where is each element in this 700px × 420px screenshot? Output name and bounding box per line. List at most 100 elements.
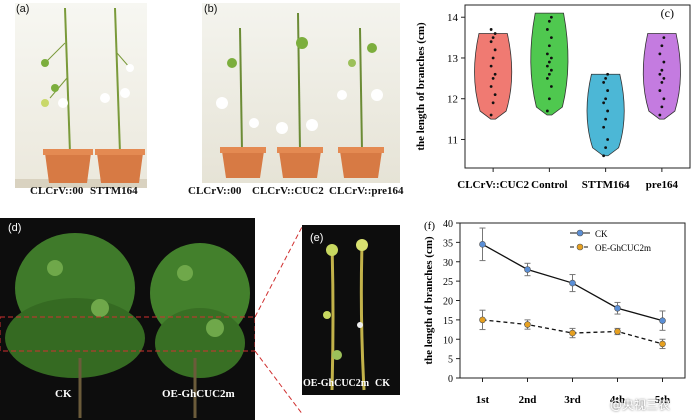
photo-panel-b bbox=[202, 3, 400, 183]
branch-illustration bbox=[323, 239, 368, 391]
panel-d-caption-ck: CK bbox=[55, 388, 72, 400]
panel-c-label: (c) bbox=[661, 6, 674, 20]
data-point bbox=[493, 32, 497, 35]
data-point bbox=[606, 109, 610, 113]
data-point bbox=[547, 44, 551, 48]
cotton-plant-illustration bbox=[0, 233, 255, 418]
data-point bbox=[524, 321, 531, 328]
x-tick-label: 3rd bbox=[564, 394, 581, 406]
y-tick-label: 12 bbox=[447, 94, 458, 106]
panel-d-caption-oe: OE-GhCUC2m bbox=[162, 388, 235, 400]
x-tick-label: pre164 bbox=[646, 179, 679, 191]
plot-frame bbox=[459, 222, 686, 379]
data-point bbox=[606, 72, 610, 76]
x-tick-label: 5th bbox=[655, 394, 670, 406]
data-point bbox=[602, 125, 606, 129]
data-point bbox=[547, 19, 551, 23]
data-point bbox=[547, 97, 551, 101]
chart-c-violin: the length of branches (cm) 11 12 13 14 CLCrV… bbox=[415, 4, 691, 191]
photo-panel-e bbox=[302, 225, 400, 395]
panel-d-label: (d) bbox=[8, 222, 22, 234]
data-point bbox=[606, 138, 610, 141]
y-tick-label: 15 bbox=[443, 316, 453, 327]
data-point bbox=[545, 52, 549, 56]
data-point bbox=[660, 105, 664, 109]
data-point bbox=[489, 64, 493, 68]
data-point bbox=[489, 40, 493, 44]
data-point bbox=[493, 72, 497, 76]
y-tick-label: 0 bbox=[448, 374, 453, 385]
x-tick-label: STTM164 bbox=[582, 179, 630, 191]
data-point bbox=[659, 340, 666, 348]
panel-e-caption-ck: CK bbox=[375, 378, 390, 389]
violin-pre164 bbox=[642, 33, 681, 120]
y-axis-label: the length of branches (cm) bbox=[415, 22, 427, 151]
data-point bbox=[489, 28, 493, 31]
data-point bbox=[569, 329, 576, 337]
data-point bbox=[547, 72, 551, 76]
data-point bbox=[660, 68, 664, 72]
y-tick-label: 11 bbox=[447, 134, 458, 146]
data-point bbox=[545, 64, 549, 68]
panel-b-label: (b) bbox=[204, 3, 218, 15]
data-point bbox=[614, 304, 621, 312]
watermark: @央视三农 bbox=[610, 398, 671, 412]
data-point bbox=[549, 36, 553, 39]
data-point bbox=[604, 117, 608, 121]
panel-e-caption-oe: OE-GhCUC2m bbox=[303, 378, 370, 389]
data-point bbox=[479, 316, 486, 324]
data-point bbox=[660, 44, 664, 48]
data-point bbox=[549, 56, 553, 60]
y-tick-label: 25 bbox=[443, 277, 453, 288]
chart-f-line: the length of branches (cm) 0 5 10 15 20 25 30 3… bbox=[423, 219, 686, 406]
x-tick-label: Control bbox=[531, 179, 567, 191]
panel-b-caption-2: CLCrV::CUC2 bbox=[252, 185, 324, 197]
y-tick-label: 13 bbox=[447, 53, 459, 65]
data-point bbox=[660, 81, 664, 84]
data-point bbox=[491, 101, 495, 105]
data-point bbox=[545, 109, 549, 113]
data-point bbox=[493, 48, 497, 52]
data-point bbox=[662, 60, 666, 64]
data-point bbox=[547, 60, 551, 64]
data-point bbox=[602, 154, 606, 158]
y-tick-label: 10 bbox=[443, 335, 453, 346]
panel-a-label: (a) bbox=[16, 3, 30, 15]
data-point bbox=[602, 81, 606, 84]
data-point bbox=[606, 89, 610, 92]
y-tick-label: 40 bbox=[443, 219, 453, 230]
data-point bbox=[658, 89, 662, 92]
y-tick-label: 14 bbox=[447, 12, 459, 24]
data-point bbox=[658, 72, 662, 76]
data-point bbox=[604, 97, 608, 101]
data-point bbox=[489, 85, 493, 88]
y-tick-label: 30 bbox=[443, 258, 453, 269]
legend-label: CK bbox=[595, 229, 608, 239]
data-point bbox=[493, 93, 497, 97]
data-point bbox=[545, 76, 549, 80]
photo-panel-d bbox=[0, 218, 255, 420]
panel-a-caption-1: CLCrV::00 bbox=[30, 185, 84, 197]
data-point bbox=[549, 68, 553, 72]
data-point bbox=[614, 328, 621, 335]
data-point bbox=[524, 266, 531, 273]
data-point bbox=[569, 279, 576, 287]
panel-b-caption-3: CLCrV::pre164 bbox=[329, 185, 404, 197]
x-tick-label: CLCrV::CUC2 bbox=[457, 179, 529, 191]
y-tick-label: 35 bbox=[443, 238, 453, 249]
data-point bbox=[549, 85, 553, 88]
photo-panel-a bbox=[15, 3, 147, 188]
data-point bbox=[662, 36, 666, 39]
violin-STTM164 bbox=[586, 73, 625, 157]
data-point bbox=[479, 241, 486, 248]
data-point bbox=[602, 101, 606, 105]
data-point bbox=[545, 28, 549, 31]
data-point bbox=[489, 113, 493, 117]
panel-a-caption-2: STTM164 bbox=[90, 185, 138, 197]
legend-marker bbox=[576, 243, 584, 251]
data-point bbox=[662, 76, 666, 80]
data-point bbox=[659, 317, 666, 324]
data-point bbox=[604, 76, 608, 80]
legend-marker bbox=[576, 229, 584, 237]
y-tick-label: 5 bbox=[448, 355, 453, 366]
